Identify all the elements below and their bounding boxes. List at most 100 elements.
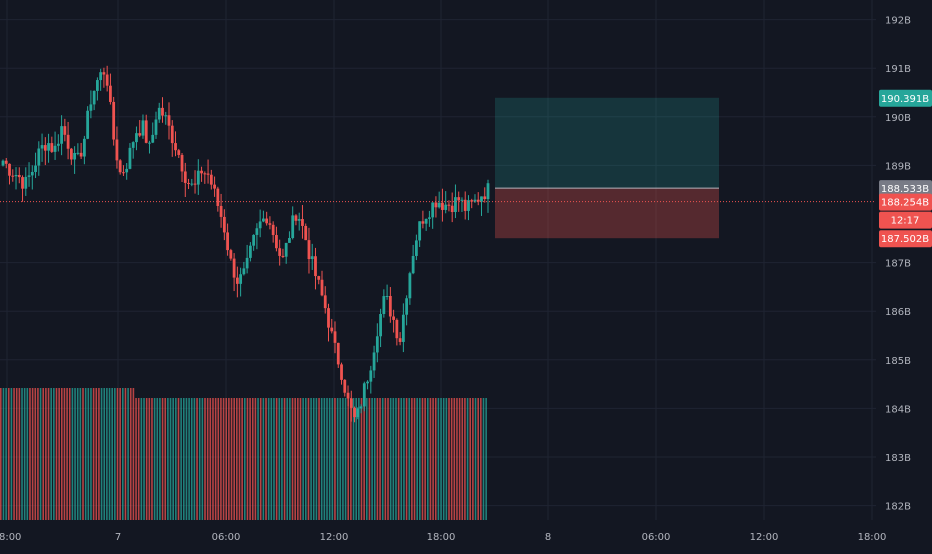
candle-body	[382, 296, 386, 314]
candle-body	[454, 197, 457, 213]
volume-bar	[61, 388, 63, 520]
volume-bar	[371, 398, 373, 520]
candle-body	[226, 232, 229, 251]
volume-bar	[265, 398, 267, 520]
y-tick-label: 184B	[885, 404, 911, 415]
volume-bar	[212, 398, 214, 520]
candle-body	[284, 242, 288, 257]
candle-body	[457, 197, 461, 201]
candle-body	[258, 221, 262, 229]
candle-body	[69, 148, 73, 160]
candle-body	[209, 174, 213, 185]
volume-bar	[477, 398, 479, 520]
volume-bar	[76, 388, 79, 520]
volume-bar	[116, 388, 119, 520]
volume-bar	[389, 398, 392, 520]
volume-bar	[310, 398, 312, 520]
volume-bar	[254, 398, 257, 520]
candle-body	[37, 148, 41, 166]
volume-bar	[222, 398, 225, 520]
range-low-label: 187.502B	[879, 230, 932, 248]
candle-body	[480, 196, 483, 202]
y-tick-label: 183B	[885, 453, 911, 464]
volume-bar	[302, 398, 304, 520]
volume-bar	[193, 398, 196, 520]
candle-body	[248, 245, 252, 258]
candle-body	[323, 295, 327, 309]
volume-bar	[209, 398, 212, 520]
y-tick-label: 192B	[885, 16, 911, 27]
volume-bar	[92, 388, 95, 520]
candle-body	[343, 379, 347, 393]
x-tick-label: 18:00	[858, 532, 887, 543]
volume-bar	[466, 398, 469, 520]
candle-body	[14, 174, 18, 177]
candle-body	[187, 182, 190, 184]
volume-bar	[251, 398, 254, 520]
volume-bar	[5, 388, 7, 520]
position-tool[interactable]	[495, 97, 719, 239]
volume-bar	[448, 398, 450, 520]
profit-zone	[495, 97, 719, 189]
volume-bar	[37, 388, 39, 520]
price-axis[interactable]: 192B 191B 190B 189B 187B 186B 185B 184B 183B 182B	[885, 16, 911, 513]
range-high-label-text: 190.391B	[881, 94, 929, 105]
volume-bar	[273, 398, 275, 520]
volume-bar	[403, 398, 405, 520]
volume-bar	[376, 398, 379, 520]
countdown-label-text: 12:17	[891, 216, 920, 227]
volume-bar	[132, 388, 135, 520]
volume-bar	[108, 388, 111, 520]
candle-body	[476, 199, 480, 202]
volume-bar	[331, 398, 334, 520]
volume-bar	[397, 398, 400, 520]
candle-body	[431, 202, 435, 218]
candle-body	[95, 80, 99, 91]
candle-body	[255, 228, 259, 235]
candle-body	[125, 168, 129, 173]
candle-body	[190, 183, 194, 185]
volume-bar	[405, 398, 408, 520]
volume-bar	[220, 398, 222, 520]
candle-body	[47, 143, 50, 151]
volume-bar	[445, 398, 448, 520]
volume-bar	[7, 388, 10, 520]
volume-bar	[352, 398, 355, 520]
candle-body	[154, 119, 158, 135]
candle-body	[63, 126, 67, 135]
volume-bar	[119, 388, 121, 520]
range-mid-label-bg	[879, 180, 932, 198]
volume-bar	[198, 398, 201, 520]
time-axis[interactable]: 18:00 7 06:00 12:00 18:00 8 06:00 12:00 18:00	[0, 532, 886, 543]
volume-bar	[100, 388, 103, 520]
volume-bar	[461, 398, 464, 520]
candle-body	[144, 120, 148, 143]
candle-body	[135, 133, 138, 143]
candle-body	[148, 142, 151, 144]
volume-bar	[2, 388, 5, 520]
candle-body	[408, 273, 412, 299]
candle-body	[118, 160, 122, 173]
candle-body	[219, 205, 223, 217]
volume-bar	[281, 398, 283, 520]
volume-bar	[169, 398, 172, 520]
volume-bar	[98, 388, 100, 520]
candle-body	[483, 196, 487, 200]
volume-bar	[228, 398, 230, 520]
volume-bar	[307, 398, 310, 520]
volume-bar	[0, 388, 2, 520]
volume-bar	[172, 398, 174, 520]
candle-body	[424, 218, 428, 224]
candle-body	[434, 202, 438, 208]
volume-bar	[159, 398, 161, 520]
volume-bar	[278, 398, 281, 520]
volume-bar	[114, 388, 116, 520]
x-tick-label: 8	[545, 532, 551, 543]
volume-bar	[71, 388, 74, 520]
volume-bar	[204, 398, 206, 520]
volume-bar	[323, 398, 326, 520]
candle-body	[102, 72, 106, 75]
volume-bar	[275, 398, 278, 520]
